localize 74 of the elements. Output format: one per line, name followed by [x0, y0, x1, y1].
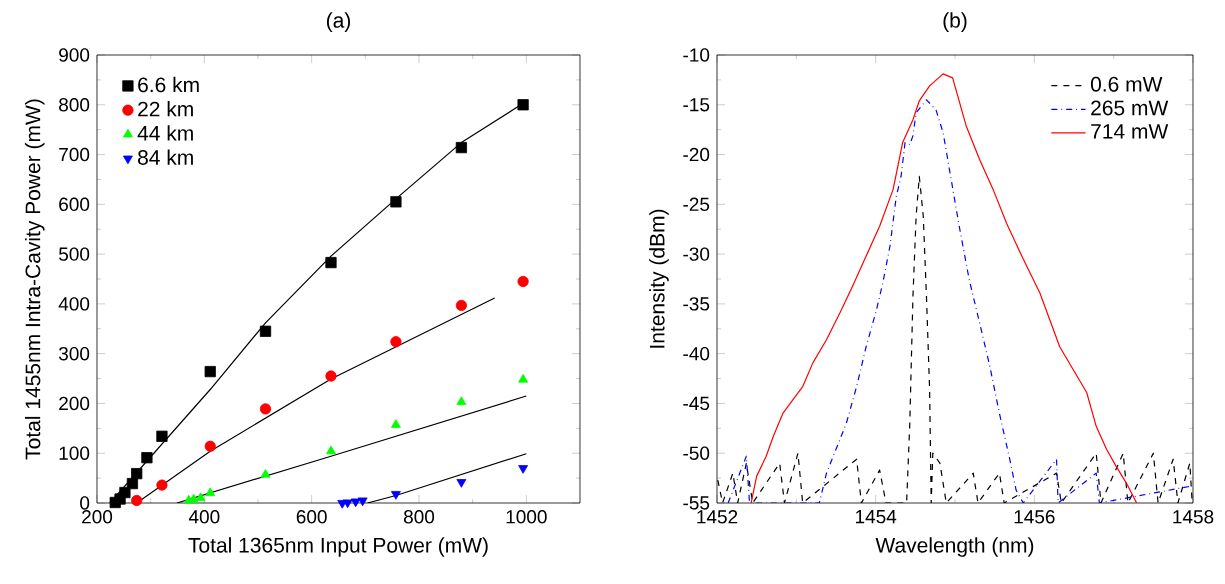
y-tick-label: 900	[59, 48, 90, 62]
y-tick-label: 100	[59, 446, 90, 460]
point	[126, 477, 139, 490]
chart-title: (b)	[943, 12, 967, 32]
legend-label: 44 km	[137, 125, 193, 141]
point	[518, 373, 529, 383]
point	[456, 396, 467, 405]
x-tick-label: 1452	[697, 510, 738, 524]
point	[517, 275, 529, 288]
legend-label: 6.6 km	[138, 76, 199, 93]
x-tick-label: 800	[403, 510, 435, 524]
point	[518, 465, 529, 474]
point	[357, 497, 368, 507]
x-tick-label: 1454	[855, 510, 897, 524]
point	[390, 196, 402, 208]
x-tick-label: 1456	[1014, 510, 1055, 524]
point	[326, 445, 336, 455]
point	[131, 468, 143, 480]
y-axis-title: Total 1455nm Intra-Cavity Power (mW)	[24, 99, 45, 460]
legend-label: 714 mW	[1091, 124, 1169, 139]
y-tick-label: -35	[683, 297, 710, 311]
point	[195, 492, 206, 502]
point	[350, 498, 361, 508]
x-tick-label: 200	[82, 510, 113, 524]
point	[131, 494, 143, 507]
point	[390, 336, 402, 348]
point	[259, 325, 272, 337]
point	[204, 440, 216, 452]
legend-label: 265 mW	[1091, 100, 1169, 116]
y-tick-label: 200	[59, 396, 90, 411]
y-tick-label: -40	[683, 346, 710, 361]
y-tick-label: -50	[683, 446, 710, 460]
y-tick-label: 0	[80, 496, 90, 510]
point	[204, 365, 216, 378]
point	[517, 99, 529, 111]
point	[156, 479, 168, 491]
y-tick-label: -55	[683, 496, 710, 510]
y-tick-label: 500	[58, 247, 90, 261]
y-tick-label: 600	[59, 197, 90, 212]
point	[391, 419, 401, 428]
x-axis-title: Total 1365nm Input Power (mW)	[188, 537, 488, 557]
point	[141, 452, 153, 464]
x-tick-label: 1000	[506, 510, 547, 524]
y-tick-label: -10	[683, 48, 710, 62]
point	[156, 430, 168, 442]
y-axis-title: Intensity (dBm)	[649, 209, 669, 348]
y-tick-label: 300	[58, 346, 90, 361]
point	[342, 499, 353, 509]
y-tick-label: -45	[683, 396, 710, 411]
point	[259, 403, 272, 415]
x-tick-label: 1458	[1173, 510, 1214, 524]
legend-label: 22 km	[138, 101, 193, 117]
point	[391, 491, 401, 500]
y-tick-label: 800	[59, 98, 90, 112]
y-tick-label: 400	[58, 297, 90, 311]
y-tick-label: -30	[683, 247, 710, 261]
y-tick-label: -25	[683, 197, 710, 212]
legend-label: 0.6 mW	[1090, 76, 1163, 92]
x-tick-label: 600	[296, 510, 327, 524]
point	[455, 141, 467, 154]
point	[325, 370, 337, 382]
x-axis-title: Wavelength (nm)	[875, 537, 1034, 557]
point	[456, 479, 467, 488]
x-tick-label: 400	[188, 510, 220, 524]
point	[325, 256, 337, 269]
y-tick-label: -15	[683, 98, 710, 112]
point	[455, 299, 467, 311]
y-tick-label: -20	[683, 147, 710, 162]
point	[205, 487, 216, 497]
chart-title: (a)	[326, 12, 351, 32]
y-tick-label: 700	[59, 147, 90, 162]
legend-label: 84 km	[138, 149, 193, 165]
point	[119, 486, 131, 499]
point	[260, 469, 271, 478]
